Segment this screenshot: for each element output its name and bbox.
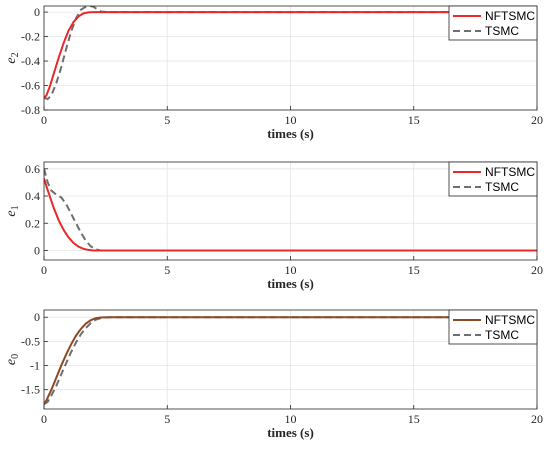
y-tick-label: -0.5: [21, 334, 40, 348]
y-tick-label: -1: [30, 359, 40, 373]
y-tick-label: 0: [34, 310, 40, 324]
y-tick-label: -0.6: [21, 79, 40, 93]
y-axis-label-subscript: 0: [10, 354, 21, 359]
series-line-nftsmc: [44, 178, 537, 252]
y-axis-label: e1: [4, 205, 21, 216]
x-tick-label: 10: [285, 263, 297, 277]
x-tick-label: 20: [531, 263, 543, 277]
x-tick-label: 15: [408, 412, 420, 426]
y-tick-label: 0: [34, 5, 40, 19]
x-tick-label: 5: [164, 263, 170, 277]
x-axis-label: times (s): [267, 425, 314, 440]
x-tick-label: 0: [41, 412, 47, 426]
x-tick-label: 5: [164, 412, 170, 426]
x-tick-label: 5: [164, 113, 170, 127]
y-tick-label: -0.4: [21, 54, 40, 68]
x-tick-label: 20: [531, 113, 543, 127]
legend-box: [448, 309, 538, 345]
y-tick-label: 0: [34, 243, 40, 257]
series-line-nftsmc: [44, 316, 537, 405]
legend-box: [448, 161, 538, 197]
legend-label-tsmc: TSMC: [485, 24, 519, 38]
legend-label-nftsmc: NFTSMC: [485, 313, 535, 327]
legend-label-tsmc: TSMC: [485, 328, 519, 342]
y-tick-label: -0.8: [21, 103, 40, 117]
x-tick-label: 10: [285, 113, 297, 127]
x-tick-label: 15: [408, 113, 420, 127]
legend-box: [448, 5, 538, 41]
x-tick-label: 10: [285, 412, 297, 426]
y-axis-label-subscript: 2: [10, 52, 21, 57]
legend-label-nftsmc: NFTSMC: [485, 9, 535, 23]
y-tick-label: -0.2: [21, 30, 40, 44]
x-tick-label: 20: [531, 412, 543, 426]
y-axis-label: e2: [4, 52, 21, 63]
y-axis-label: e0: [4, 354, 21, 365]
y-tick-label: 0.4: [25, 189, 40, 203]
x-axis-label: times (s): [267, 276, 314, 291]
y-tick-label: 0.6: [25, 162, 40, 176]
x-tick-label: 15: [408, 263, 420, 277]
y-tick-label: -1.5: [21, 383, 40, 397]
series-line-nftsmc: [44, 11, 537, 99]
series-line-tsmc: [44, 6, 537, 101]
x-tick-label: 0: [41, 113, 47, 127]
x-axis-label: times (s): [267, 126, 314, 141]
series-line-tsmc: [44, 316, 537, 406]
subplot-0: 0 5 10 15 20 0 -0.2 -0.4 -0.6 -0.8 times (s) e2 NFTS…: [4, 5, 543, 141]
x-tick-label: 0: [41, 263, 47, 277]
y-axis-label-subscript: 1: [10, 205, 21, 210]
legend-label-nftsmc: NFTSMC: [485, 165, 535, 179]
legend-label-tsmc: TSMC: [485, 180, 519, 194]
y-tick-label: 0.2: [25, 216, 40, 230]
